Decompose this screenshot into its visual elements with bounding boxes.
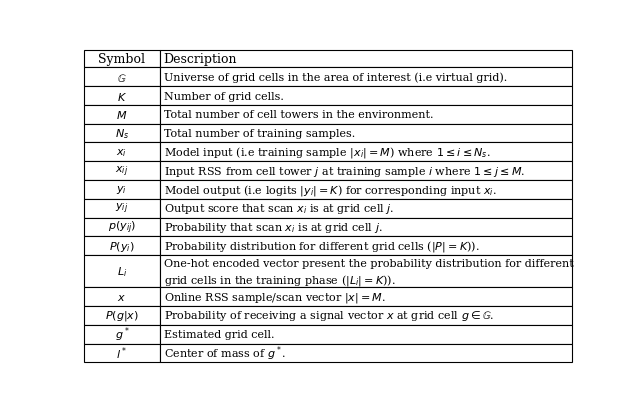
Text: Description: Description: [164, 53, 237, 66]
Text: $x_{ij}$: $x_{ij}$: [115, 164, 129, 178]
Text: $l^*$: $l^*$: [116, 345, 127, 362]
Text: $g^*$: $g^*$: [115, 325, 129, 344]
Bar: [160, 143, 572, 162]
Text: Estimated grid cell.: Estimated grid cell.: [164, 329, 274, 339]
Text: $P(y_i)$: $P(y_i)$: [109, 239, 134, 253]
Bar: [160, 288, 572, 306]
Text: Online RSS sample/scan vector $|x| = M$.: Online RSS sample/scan vector $|x| = M$.: [164, 290, 386, 304]
Bar: [160, 344, 572, 362]
Text: Input RSS from cell tower $j$ at training sample $i$ where $1 \leq j \leq M$.: Input RSS from cell tower $j$ at trainin…: [164, 164, 525, 178]
Bar: [84, 124, 160, 143]
Text: Symbol: Symbol: [99, 53, 145, 66]
Text: Output score that scan $x_i$ is at grid cell $j$.: Output score that scan $x_i$ is at grid …: [164, 202, 394, 216]
Bar: [84, 237, 160, 256]
Bar: [160, 51, 572, 68]
Bar: [84, 87, 160, 106]
Bar: [160, 306, 572, 325]
Text: Center of mass of $g^*$.: Center of mass of $g^*$.: [164, 344, 286, 362]
Text: $M$: $M$: [116, 109, 127, 121]
Bar: [160, 87, 572, 106]
Text: $x$: $x$: [117, 292, 126, 302]
Bar: [160, 162, 572, 181]
Bar: [84, 181, 160, 199]
Bar: [160, 325, 572, 344]
Text: $N_s$: $N_s$: [115, 127, 129, 141]
Text: Universe of grid cells in the area of interest (i.e virtual grid).: Universe of grid cells in the area of in…: [164, 72, 507, 83]
Bar: [160, 68, 572, 87]
Bar: [160, 199, 572, 218]
Text: Probability distribution for different grid cells ($|P| = K$)).: Probability distribution for different g…: [164, 239, 479, 254]
Text: $p(y_{ij})$: $p(y_{ij})$: [108, 219, 136, 236]
Bar: [84, 325, 160, 344]
Bar: [160, 181, 572, 199]
Text: Probability that scan $x_i$ is at grid cell $j$.: Probability that scan $x_i$ is at grid c…: [164, 220, 382, 234]
Text: Number of grid cells.: Number of grid cells.: [164, 91, 284, 101]
Bar: [84, 306, 160, 325]
Bar: [84, 256, 160, 288]
Text: $y_{ij}$: $y_{ij}$: [115, 202, 129, 216]
Text: grid cells in the training phase ($|L_i| = K$)).: grid cells in the training phase ($|L_i|…: [164, 273, 396, 288]
Text: $P(g|x)$: $P(g|x)$: [105, 309, 139, 323]
Bar: [84, 218, 160, 237]
Text: One-hot encoded vector present the probability distribution for different: One-hot encoded vector present the proba…: [164, 258, 573, 268]
Text: Model output (i.e logits $|y_i| = K$) for corresponding input $x_i$.: Model output (i.e logits $|y_i| = K$) fo…: [164, 182, 497, 198]
Bar: [84, 344, 160, 362]
Text: $\mathbb{G}$: $\mathbb{G}$: [117, 72, 127, 83]
Bar: [160, 256, 572, 288]
Bar: [84, 162, 160, 181]
Text: $K$: $K$: [117, 90, 127, 102]
Bar: [84, 51, 160, 68]
Text: Total number of cell towers in the environment.: Total number of cell towers in the envir…: [164, 110, 433, 120]
Bar: [84, 288, 160, 306]
Bar: [160, 106, 572, 124]
Bar: [160, 218, 572, 237]
Bar: [84, 106, 160, 124]
Text: Probability of receiving a signal vector $x$ at grid cell $g \in \mathbb{G}$.: Probability of receiving a signal vector…: [164, 309, 494, 323]
Text: $y_i$: $y_i$: [116, 184, 127, 196]
Text: $x_i$: $x_i$: [116, 146, 127, 158]
Bar: [160, 124, 572, 143]
Bar: [84, 68, 160, 87]
Text: Model input (i.e training sample $|x_i| = M$) where $1 \leq i \leq N_s$.: Model input (i.e training sample $|x_i| …: [164, 145, 490, 160]
Bar: [84, 143, 160, 162]
Text: $L_i$: $L_i$: [116, 265, 127, 279]
Bar: [84, 199, 160, 218]
Bar: [160, 237, 572, 256]
Text: Total number of training samples.: Total number of training samples.: [164, 129, 355, 139]
